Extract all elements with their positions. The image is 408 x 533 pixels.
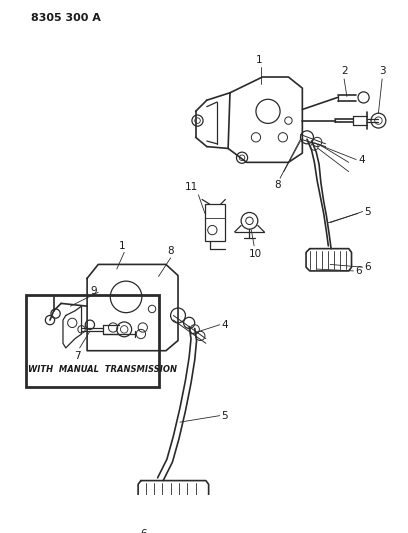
Text: 9: 9 <box>90 286 97 296</box>
Text: WITH  MANUAL  TRANSMISSION: WITH MANUAL TRANSMISSION <box>28 365 177 374</box>
Bar <box>26 295 159 387</box>
Text: 4: 4 <box>222 320 228 330</box>
Text: 6: 6 <box>140 529 147 533</box>
Text: 6: 6 <box>355 266 362 276</box>
Text: 6: 6 <box>364 262 371 272</box>
Text: 1: 1 <box>255 55 262 65</box>
Text: 2: 2 <box>341 66 347 76</box>
Text: 5: 5 <box>364 206 371 216</box>
Text: 10: 10 <box>248 249 262 259</box>
Text: 4: 4 <box>358 155 365 165</box>
Text: 8: 8 <box>167 246 174 256</box>
Text: 8: 8 <box>274 180 281 190</box>
Text: 7: 7 <box>75 351 81 361</box>
Text: 5: 5 <box>222 410 228 421</box>
Text: 3: 3 <box>379 66 386 76</box>
Bar <box>205 204 225 241</box>
Text: 8305 300 A: 8305 300 A <box>31 13 101 23</box>
Text: 11: 11 <box>184 182 197 192</box>
Text: 1: 1 <box>119 240 126 251</box>
